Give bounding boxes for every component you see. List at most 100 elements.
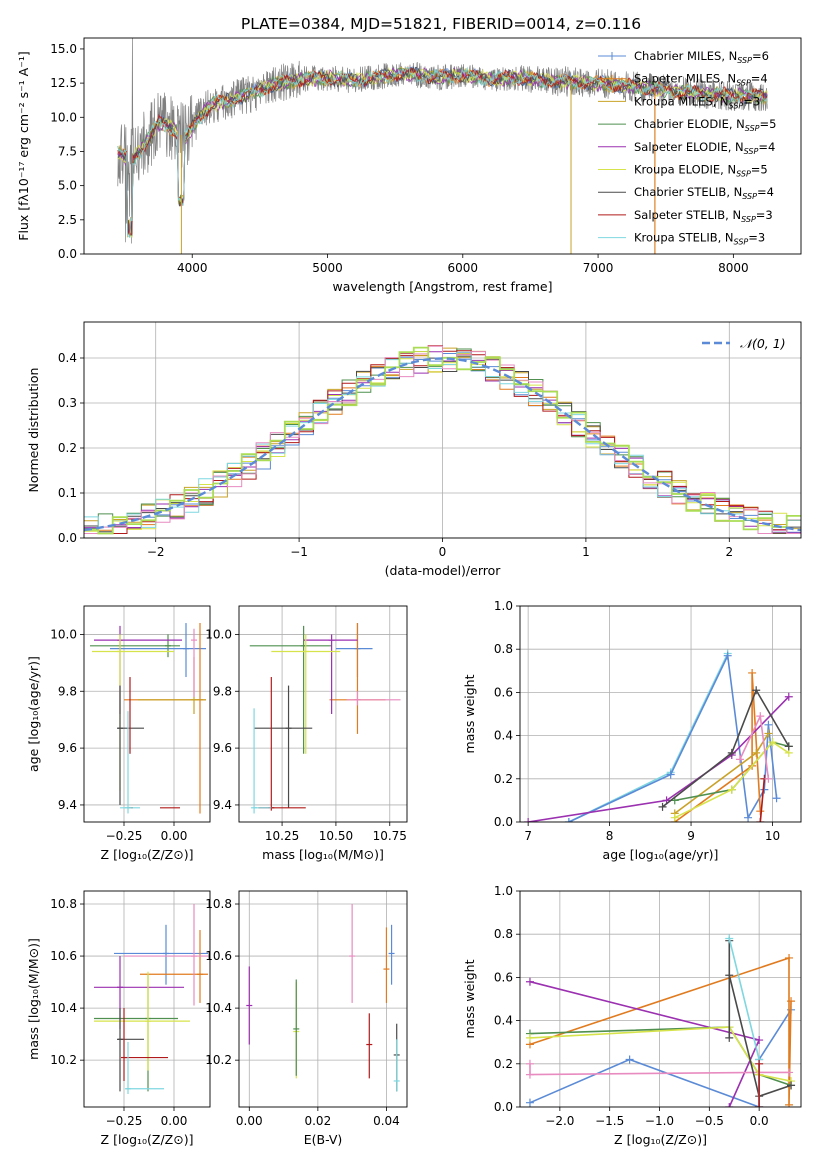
x-tick-label: −0.25 xyxy=(106,1114,143,1128)
legend-label-sub: SSP xyxy=(729,101,744,110)
mass-weight-marker xyxy=(525,1033,534,1042)
errorbar-point xyxy=(94,974,178,1092)
legend-label: Salpeter STELIB, NSSP=3 xyxy=(634,208,773,224)
errorbar-point xyxy=(346,691,401,706)
y-tick-label: 7.5 xyxy=(58,144,77,158)
x-axis-label: age [log₁₀(age/yr)] xyxy=(603,847,719,862)
normal-curve xyxy=(84,357,801,532)
y-axis-label: Flux [fλ10⁻¹⁷ erg cm⁻² s⁻¹ A⁻¹] xyxy=(16,51,31,240)
errorbar-point xyxy=(254,685,313,808)
legend-label-sub: SSP xyxy=(736,79,751,88)
mass-weight-marker xyxy=(524,818,533,822)
mass-weight-marker xyxy=(752,748,761,757)
legend-label: Kroupa ELODIE, NSSP=5 xyxy=(634,163,768,179)
errorbar-point xyxy=(90,634,180,658)
spectrum-legend: Chabrier MILES, NSSP=6 Salpeter MILES, NS… xyxy=(598,49,776,247)
legend-label-tail: =3 xyxy=(748,231,765,245)
y-tick-label: 0.0 xyxy=(58,531,77,545)
mass-weight-marker xyxy=(755,1059,764,1068)
panel-age_vs_Z: −0.25 0.00 9.4 9.6 9.8 10.0 Z [log₁₀(Z/Z⊙)] age… xyxy=(26,605,211,862)
y-tick-label: 0.0 xyxy=(494,1100,513,1114)
mass-weight-series xyxy=(527,696,790,822)
mass-weight-series xyxy=(674,672,762,822)
legend-label-tail: =4 xyxy=(751,72,768,86)
x-axis-label: (data-model)/error xyxy=(385,563,502,578)
y-tick-label: 0.6 xyxy=(494,685,513,699)
x-tick-label: 0 xyxy=(439,545,447,559)
errorbar-point xyxy=(124,904,208,1006)
legend-label-tail: =5 xyxy=(760,117,777,131)
axes-frame xyxy=(238,605,408,823)
y-tick-label: 9.6 xyxy=(213,741,232,755)
y-tick-label: 0.8 xyxy=(494,927,513,941)
plot-area-mass_weight_vs_Z xyxy=(520,891,801,1107)
x-axis-label: Z [log₁₀(Z/Z⊙)] xyxy=(101,847,194,862)
errorbar-point xyxy=(249,625,332,754)
spectrum-model-line xyxy=(117,66,768,234)
mass-weight-marker xyxy=(666,770,675,779)
mass-weight-series xyxy=(739,713,770,779)
legend-label: Chabrier MILES, NSSP=6 xyxy=(634,49,769,65)
y-tick-label: 10.0 xyxy=(205,627,232,641)
legend-label-tail: =6 xyxy=(752,49,769,63)
x-tick-label: 0.0 xyxy=(750,1114,769,1128)
x-tick-label: −0.5 xyxy=(695,1114,724,1128)
axes-frame xyxy=(83,605,211,823)
mass-weight-marker xyxy=(525,1070,534,1079)
errorbar-point xyxy=(117,1008,144,1092)
x-tick-label: 9 xyxy=(687,829,695,843)
x-tick-label: 10.25 xyxy=(265,829,299,843)
legend-label-sub: SSP xyxy=(734,238,749,247)
legend-label-sub: SSP xyxy=(736,170,751,179)
x-tick-label: 8 xyxy=(606,829,614,843)
plot-area-mass_vs_Z xyxy=(84,891,210,1107)
legend-label-tail: =3 xyxy=(756,208,773,222)
x-tick-label: 5000 xyxy=(312,261,343,275)
errorbar-point xyxy=(393,1039,400,1092)
errorbar-point xyxy=(293,979,300,1076)
mass-weight-marker xyxy=(785,1100,794,1107)
y-tick-label: 0.0 xyxy=(58,247,77,261)
legend-label-sub: SSP xyxy=(741,215,756,224)
legend-label: Chabrier STELIB, NSSP=4 xyxy=(634,185,774,201)
legend-label-tail: =5 xyxy=(751,163,768,177)
y-tick-label: 0.2 xyxy=(494,1057,513,1071)
y-tick-label: 10.2 xyxy=(50,1053,77,1067)
x-tick-label: −2.0 xyxy=(545,1114,574,1128)
errorbar-point xyxy=(383,927,390,1003)
mass-weight-series xyxy=(529,1009,792,1107)
y-tick-label: 9.4 xyxy=(58,798,77,812)
plot-area-age_vs_mass xyxy=(239,606,407,822)
y-tick-label: 10.6 xyxy=(205,949,232,963)
axes-frame xyxy=(83,321,802,539)
x-tick-label: −1.5 xyxy=(595,1114,624,1128)
y-tick-label: 0.3 xyxy=(58,396,77,410)
mass-weight-series xyxy=(568,653,729,822)
x-tick-label: 2 xyxy=(725,545,733,559)
y-tick-label: 0.2 xyxy=(58,441,77,455)
errorbar-point xyxy=(117,685,144,805)
mass-weight-series xyxy=(759,778,766,822)
mass-weight-marker xyxy=(756,712,765,721)
y-tick-label: 15.0 xyxy=(50,42,77,56)
mass-weight-marker xyxy=(525,977,534,986)
spectrum-model-line xyxy=(117,66,768,239)
x-tick-label: 4000 xyxy=(177,261,208,275)
errorbar-point xyxy=(191,628,197,697)
y-tick-label: 5.0 xyxy=(58,179,77,193)
mass-weight-series xyxy=(674,741,790,819)
axes-frame xyxy=(519,605,802,823)
plot-area-mass_vs_ebv xyxy=(239,891,407,1107)
y-tick-label: 0.4 xyxy=(58,351,77,365)
y-tick-label: 9.6 xyxy=(58,741,77,755)
y-axis-label: mass [log₁₀(M/M⊙)] xyxy=(26,938,41,1060)
errorbar-point xyxy=(349,904,356,1003)
figure-title: PLATE=0384, MJD=51821, FIBERID=0014, z=0… xyxy=(241,15,641,33)
errorbar-point xyxy=(271,634,341,754)
mass-weight-marker xyxy=(725,934,734,943)
mass-weight-marker xyxy=(768,738,777,747)
x-tick-label: −2 xyxy=(147,545,165,559)
errorbar-point xyxy=(138,657,206,714)
x-tick-label: 0.00 xyxy=(161,829,188,843)
